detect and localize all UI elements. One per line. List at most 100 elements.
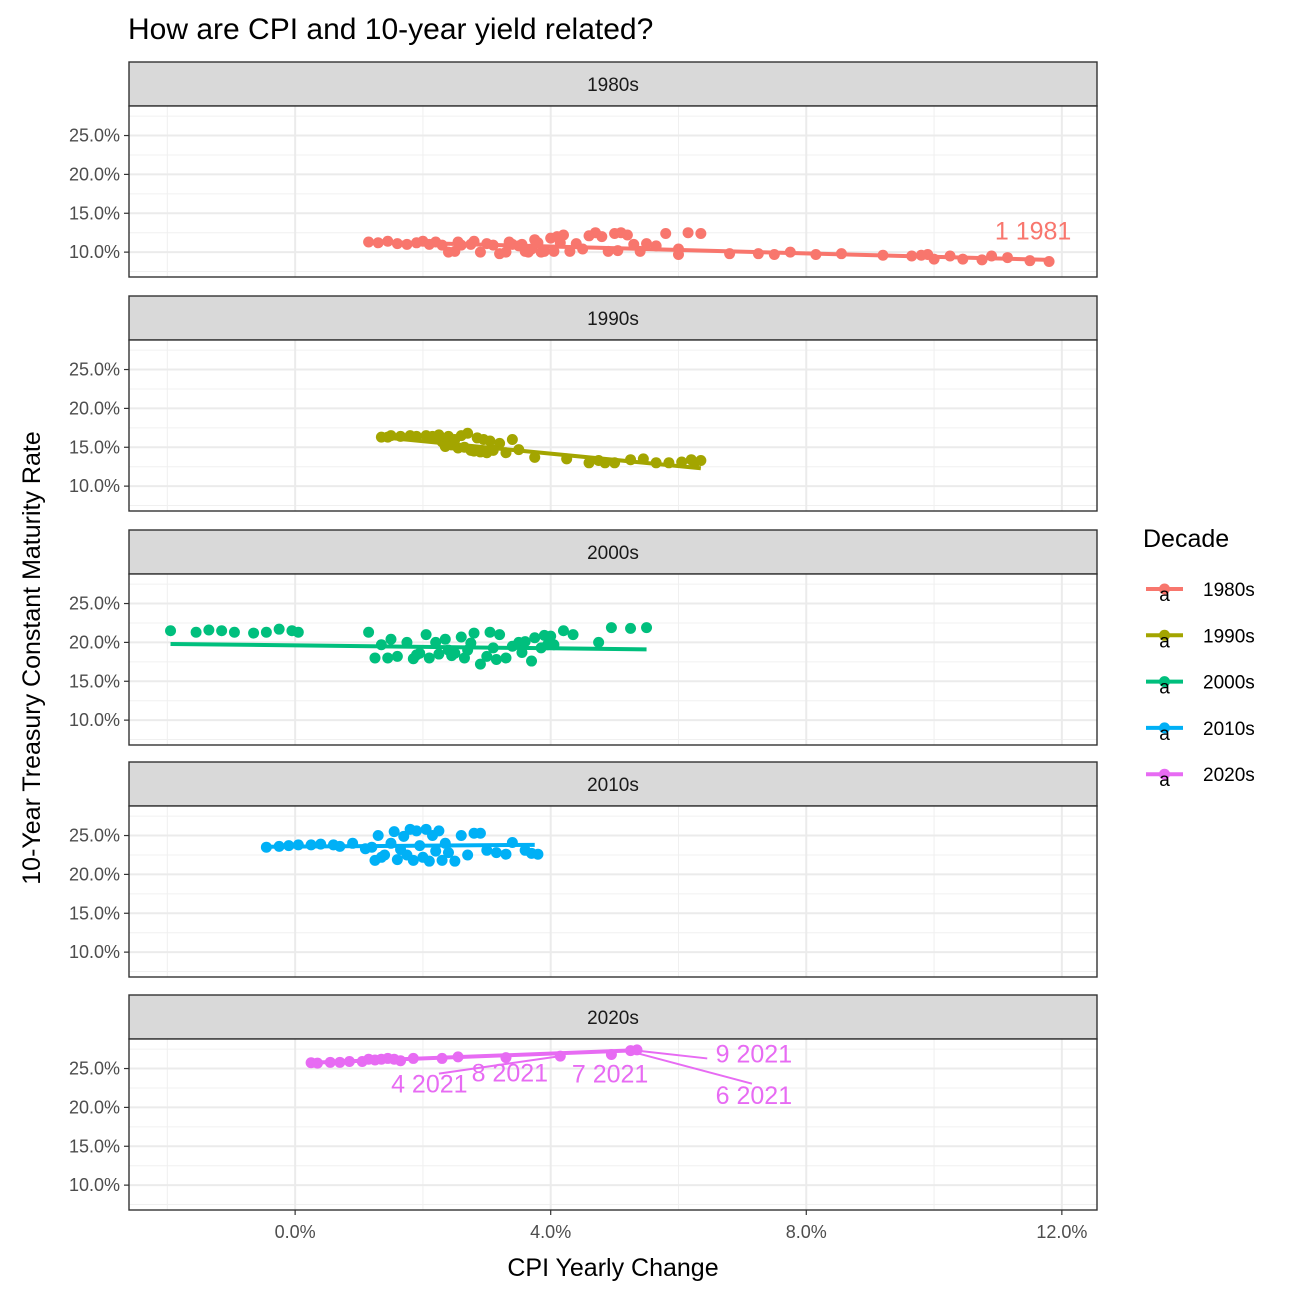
legend-key-1980s: a bbox=[1146, 583, 1183, 606]
facet-panel-1980s: 1980s 10.0% 15.0% 20.0% 25.0% 1 1981 bbox=[69, 61, 1098, 278]
data-point bbox=[439, 633, 451, 645]
y-tick-label: 10.0% bbox=[69, 1175, 120, 1195]
data-point bbox=[449, 855, 461, 867]
legend-key-point bbox=[1159, 676, 1170, 688]
data-point bbox=[398, 830, 410, 842]
x-axis: 0.0% 4.0% 8.0% 12.0% bbox=[275, 1210, 1087, 1242]
y-tick-label: 20.0% bbox=[69, 864, 120, 884]
y-tick-label: 20.0% bbox=[69, 632, 120, 652]
legend-key-glyph: a bbox=[1159, 631, 1170, 652]
facet-panel-1990s: 1990s 10.0% 15.0% 20.0% 25.0% bbox=[69, 295, 1098, 512]
y-axis-title: 10-Year Treasury Constant Maturity Rate bbox=[18, 431, 46, 884]
legend-key-2020s: a bbox=[1146, 768, 1183, 791]
annotation-label: 1 1981 bbox=[995, 217, 1071, 245]
data-point bbox=[228, 626, 240, 638]
x-tick-label: 8.0% bbox=[786, 1222, 827, 1242]
panel-background bbox=[129, 340, 1097, 511]
data-point bbox=[490, 654, 502, 665]
data-point bbox=[423, 855, 435, 867]
data-point bbox=[462, 427, 474, 439]
data-point bbox=[468, 627, 480, 639]
facet-strip bbox=[128, 529, 1098, 575]
facet-panel-2000s: 2000s 10.0% 15.0% 20.0% 25.0% bbox=[69, 529, 1098, 746]
data-point bbox=[260, 841, 272, 853]
x-axis-title: CPI Yearly Change bbox=[507, 1254, 718, 1282]
y-tick-label: 10.0% bbox=[69, 476, 120, 496]
data-point bbox=[660, 227, 672, 239]
data-point bbox=[500, 848, 512, 860]
data-point bbox=[526, 655, 538, 667]
data-point bbox=[567, 629, 579, 641]
data-point bbox=[436, 854, 448, 866]
trend-line bbox=[368, 239, 1050, 262]
y-tick-label: 15.0% bbox=[69, 903, 120, 923]
facet-strip bbox=[128, 761, 1098, 807]
legend-key-glyph: a bbox=[1159, 585, 1170, 606]
annotation-segment bbox=[630, 1050, 753, 1085]
facet-strip bbox=[128, 994, 1098, 1040]
panel-background bbox=[129, 806, 1097, 977]
y-tick-label: 20.0% bbox=[69, 164, 120, 184]
data-point bbox=[462, 849, 474, 861]
data-point bbox=[385, 633, 397, 645]
data-point bbox=[433, 825, 445, 837]
legend-label: 2000s bbox=[1203, 673, 1255, 694]
annotation-label: 4 2021 bbox=[391, 1071, 467, 1099]
data-point bbox=[273, 623, 285, 635]
annotation-segment bbox=[636, 1049, 708, 1060]
facet-panel-2020s: 2020s 10.0% 15.0% 20.0% 25.0% 4 2021 8 2021 7 2… bbox=[69, 994, 1098, 1211]
data-point bbox=[388, 826, 400, 838]
legend-label: 1990s bbox=[1203, 626, 1255, 647]
panel-background bbox=[129, 574, 1097, 745]
y-tick-label: 25.0% bbox=[69, 360, 120, 380]
data-point bbox=[490, 847, 502, 859]
data-point bbox=[695, 227, 707, 239]
legend-key-point bbox=[1159, 583, 1170, 595]
y-tick-label: 25.0% bbox=[69, 1059, 120, 1079]
y-tick-label: 25.0% bbox=[69, 826, 120, 846]
facet-strip-label: 2010s bbox=[587, 775, 639, 796]
data-point bbox=[682, 227, 694, 239]
data-point bbox=[545, 630, 557, 642]
data-point bbox=[442, 847, 454, 859]
y-tick-label: 10.0% bbox=[69, 710, 120, 730]
annotation-label: 6 2021 bbox=[716, 1082, 792, 1110]
trend-line bbox=[170, 641, 647, 652]
data-point bbox=[391, 854, 403, 866]
data-point bbox=[382, 652, 394, 664]
data-point bbox=[519, 636, 531, 648]
legend-title: Decade bbox=[1143, 525, 1229, 553]
trend-line bbox=[311, 1048, 638, 1065]
legend-label: 2020s bbox=[1203, 765, 1255, 786]
data-point bbox=[484, 435, 496, 447]
legend-key-glyph: a bbox=[1159, 770, 1170, 791]
y-tick-label: 10.0% bbox=[69, 942, 120, 962]
data-point bbox=[538, 245, 550, 257]
data-point bbox=[474, 658, 486, 670]
data-point bbox=[621, 229, 633, 241]
data-point bbox=[248, 627, 260, 639]
y-tick-label: 20.0% bbox=[69, 1097, 120, 1117]
data-point bbox=[596, 231, 608, 243]
data-point bbox=[369, 652, 381, 664]
legend-key-glyph: a bbox=[1159, 678, 1170, 699]
y-tick-label: 20.0% bbox=[69, 398, 120, 418]
data-point bbox=[532, 848, 544, 860]
data-point bbox=[529, 632, 541, 644]
facet-strip-label: 1990s bbox=[587, 309, 639, 330]
data-point bbox=[481, 650, 493, 662]
panel-border bbox=[128, 805, 1098, 978]
y-tick-label: 15.0% bbox=[69, 1136, 120, 1156]
facet-strip bbox=[128, 61, 1098, 107]
annotation-segment bbox=[438, 1055, 561, 1075]
facet-strip-label: 1980s bbox=[587, 75, 639, 96]
data-point bbox=[414, 647, 426, 659]
data-point bbox=[190, 626, 202, 638]
data-point bbox=[423, 652, 435, 664]
trend-line bbox=[266, 842, 535, 849]
facet-strip bbox=[128, 295, 1098, 341]
chart-title: How are CPI and 10-year yield related? bbox=[128, 13, 653, 46]
data-point bbox=[420, 629, 432, 641]
data-point bbox=[641, 622, 653, 634]
data-point bbox=[292, 626, 304, 638]
